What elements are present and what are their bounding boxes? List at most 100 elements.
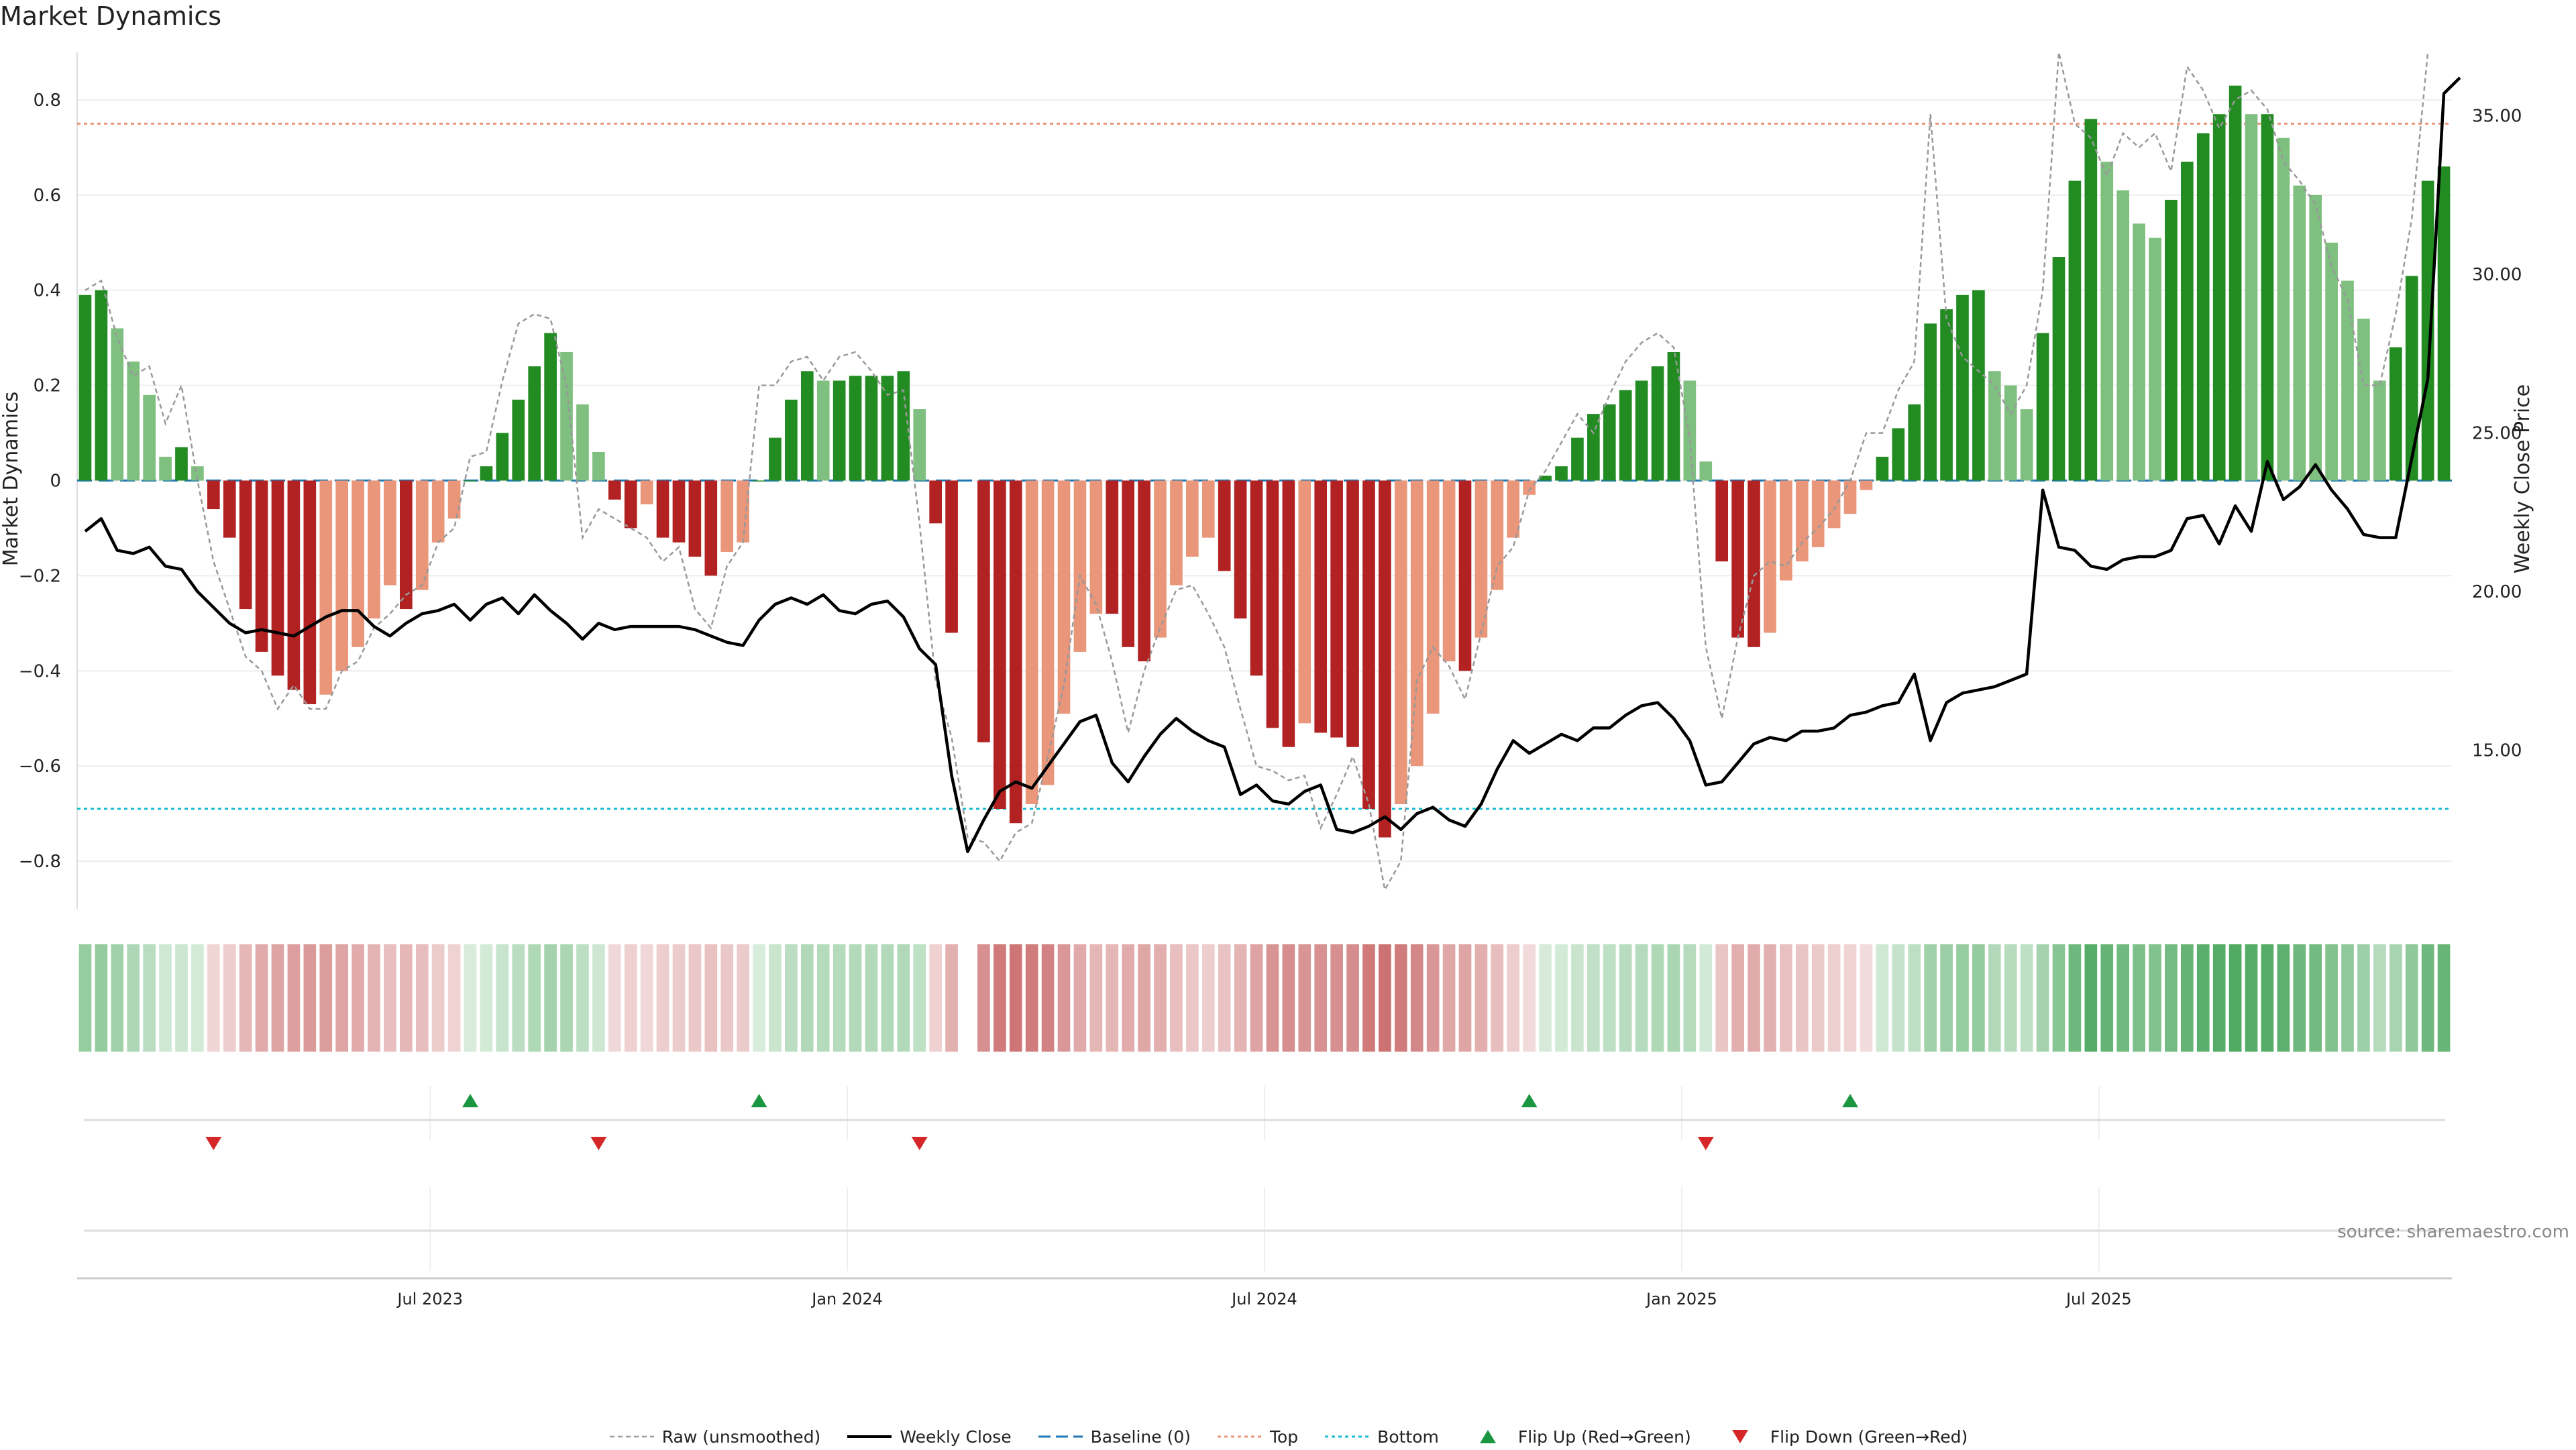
legend-label: Raw (unsmoothed) [661, 1427, 821, 1447]
heat-cell [1089, 944, 1103, 1052]
heat-cell [2212, 944, 2226, 1052]
heat-cell [2405, 944, 2418, 1052]
heat-cell [1073, 944, 1087, 1052]
heat-cell [239, 944, 252, 1052]
heat-cell [2196, 944, 2210, 1052]
bar [1940, 309, 1953, 481]
bar [271, 480, 284, 676]
y-tick-label: 0.6 [34, 186, 61, 206]
bar [223, 480, 236, 538]
heat-cell [1892, 944, 1905, 1052]
bar [800, 371, 814, 481]
bar [1507, 480, 1520, 538]
bar [496, 433, 509, 481]
bar [2100, 162, 2114, 481]
chart-title: Market Dynamics [0, 1, 222, 31]
bar [1972, 290, 1985, 481]
heat-cell [2116, 944, 2129, 1052]
y-tick-label: −0.6 [19, 757, 61, 777]
legend-label: Top [1269, 1427, 1299, 1447]
heat-cell [352, 944, 364, 1052]
heat-cell [175, 944, 188, 1052]
bar [1138, 480, 1150, 662]
bar [191, 466, 204, 481]
legend-item-bottom: Bottom [1324, 1427, 1439, 1447]
bar [303, 480, 317, 704]
bar [400, 480, 413, 610]
bar [1876, 457, 1889, 481]
x-tick-label: Jan 2025 [1645, 1290, 1717, 1308]
heat-cell [2149, 944, 2161, 1052]
heat-cell [207, 944, 220, 1052]
bar [2309, 194, 2322, 481]
heat-cell [672, 944, 686, 1052]
heat-cell [1731, 944, 1744, 1052]
heat-cell [1201, 944, 1215, 1052]
bar [335, 480, 348, 671]
heat-cell [1940, 944, 1953, 1052]
heat-cell [1795, 944, 1809, 1052]
bar [945, 480, 958, 633]
legend-item-flip_down: Flip Down (Green→Red) [1717, 1427, 1968, 1447]
bar [1106, 480, 1119, 614]
heat-cell [1218, 944, 1231, 1052]
bar [1186, 480, 1199, 557]
legend-label: Baseline (0) [1090, 1427, 1191, 1447]
heat-cell [640, 944, 653, 1052]
bar [994, 480, 1006, 810]
heat-cell [1651, 944, 1664, 1052]
heat-cell [800, 944, 814, 1052]
y-tick-label: 0 [50, 471, 61, 492]
bar [1442, 480, 1456, 662]
heat-cell [1041, 944, 1055, 1052]
heat-cell [1057, 944, 1071, 1052]
bar [1748, 480, 1760, 647]
bar [1041, 480, 1055, 785]
bar [1571, 437, 1584, 481]
top-swatch-icon [1217, 1435, 1262, 1438]
heat-cell [303, 944, 317, 1052]
bar [1122, 480, 1135, 647]
bar [2373, 380, 2386, 481]
bar [1651, 366, 1664, 481]
heat-cell [608, 944, 621, 1052]
heat-cell [2325, 944, 2338, 1052]
heat-strip [78, 944, 2451, 1052]
heat-cell [287, 944, 301, 1052]
bar [1234, 480, 1247, 619]
heat-cell [2389, 944, 2402, 1052]
heat-cell [913, 944, 926, 1052]
heat-cell [464, 944, 477, 1052]
bar [2196, 133, 2210, 481]
legend-item-top: Top [1216, 1427, 1298, 1447]
legend-item-raw: Raw (unsmoothed) [608, 1427, 821, 1447]
bar [1795, 480, 1809, 562]
heat-cell [1619, 944, 1632, 1052]
legend-label: Flip Up (Red→Green) [1517, 1427, 1691, 1447]
heat-cell [111, 944, 124, 1052]
bar [431, 480, 445, 543]
bar [2341, 280, 2354, 481]
bar [1346, 480, 1359, 747]
heat-cell [1843, 944, 1857, 1052]
bar [1683, 380, 1697, 481]
heat-cell [1635, 944, 1648, 1052]
heat-cell [2052, 944, 2065, 1052]
bar [415, 480, 429, 590]
flip-up-marker [751, 1094, 767, 1107]
bar [2261, 114, 2274, 481]
x-tick-label: Jul 2023 [396, 1290, 463, 1308]
heat-cell [1394, 944, 1407, 1052]
bar [1298, 480, 1311, 724]
heat-cell [1523, 944, 1536, 1052]
heat-cell [2421, 944, 2434, 1052]
heat-cell [1667, 944, 1680, 1052]
bar [480, 466, 493, 481]
bar [1892, 428, 1905, 481]
bar [287, 480, 301, 690]
bar [1843, 480, 1857, 514]
heat-cell [994, 944, 1006, 1052]
y2-tick-label: 35.00 [2472, 107, 2522, 127]
heat-cell [2229, 944, 2242, 1052]
